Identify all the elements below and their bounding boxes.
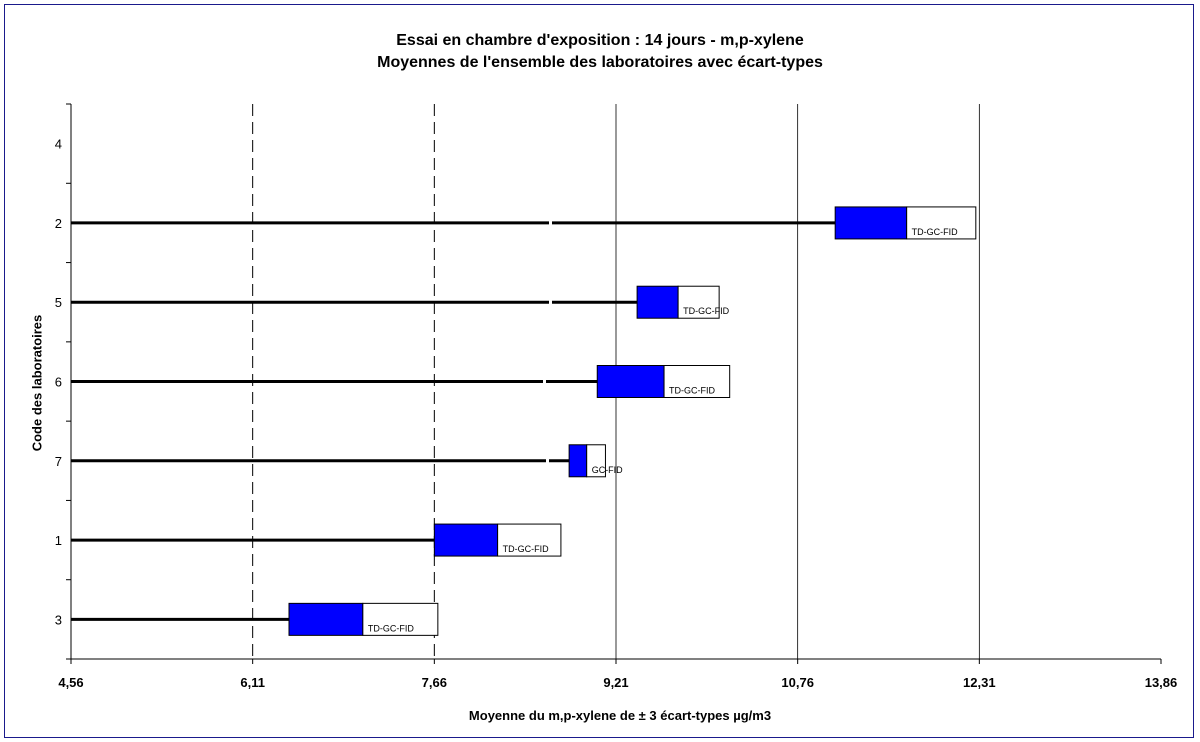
chart-subtitle: Moyennes de l'ensemble des laboratoires …	[377, 54, 823, 71]
x-tick-label: 12,31	[963, 675, 996, 690]
x-tick-label: 6,11	[240, 675, 265, 690]
bar-upper-half	[497, 523, 562, 557]
x-tick-label: 10,76	[781, 675, 814, 690]
bar-method-label: TD-GC-FID	[912, 227, 958, 237]
bar-method-label: TD-GC-FID	[669, 386, 715, 396]
bar-lower-half	[596, 365, 665, 398]
bar-method-label: TD-GC-FID	[503, 544, 549, 554]
bar-lower-half	[834, 206, 908, 240]
whisker-gap	[543, 378, 546, 385]
bar-method-label: GC-FID	[592, 465, 623, 475]
bar-lower-half	[636, 285, 679, 319]
bar-upper-half	[663, 365, 731, 398]
chart-title: Essai en chambre d'exposition : 14 jours…	[0, 30, 1200, 74]
bar-upper-half	[906, 206, 977, 240]
x-tick-label: 9,21	[603, 675, 628, 690]
x-tick-label: 7,66	[422, 675, 447, 690]
whisker-gap	[546, 457, 549, 464]
y-tick-label: 5	[55, 295, 62, 310]
bar-upper-half	[362, 602, 439, 636]
y-axis-label: Code des laboratoires	[29, 314, 45, 452]
bar-lower-half	[568, 444, 588, 478]
x-axis-label: Moyenne du m,p-xylene de ± 3 écart-types…	[468, 708, 772, 723]
bar-method-label: TD-GC-FID	[683, 306, 729, 316]
bar-method-label: TD-GC-FID	[368, 623, 414, 633]
y-tick-label: 4	[55, 137, 62, 152]
bar-upper-half	[677, 285, 720, 319]
y-tick-label: 7	[55, 454, 62, 469]
y-tick-label: 3	[55, 612, 62, 627]
bar-lower-half	[433, 523, 499, 557]
bar-lower-half	[288, 602, 364, 636]
y-tick-label: 6	[55, 375, 62, 390]
bar-upper-half	[586, 444, 606, 478]
x-tick-label: 13,86	[1145, 675, 1178, 690]
y-tick-label: 2	[55, 216, 62, 231]
whisker-gap	[549, 219, 552, 226]
x-tick-label: 4,56	[58, 675, 83, 690]
y-tick-label: 1	[55, 533, 62, 548]
chart-title-line1: Essai en chambre d'exposition : 14 jours…	[396, 32, 804, 49]
whisker-gap	[549, 299, 552, 306]
